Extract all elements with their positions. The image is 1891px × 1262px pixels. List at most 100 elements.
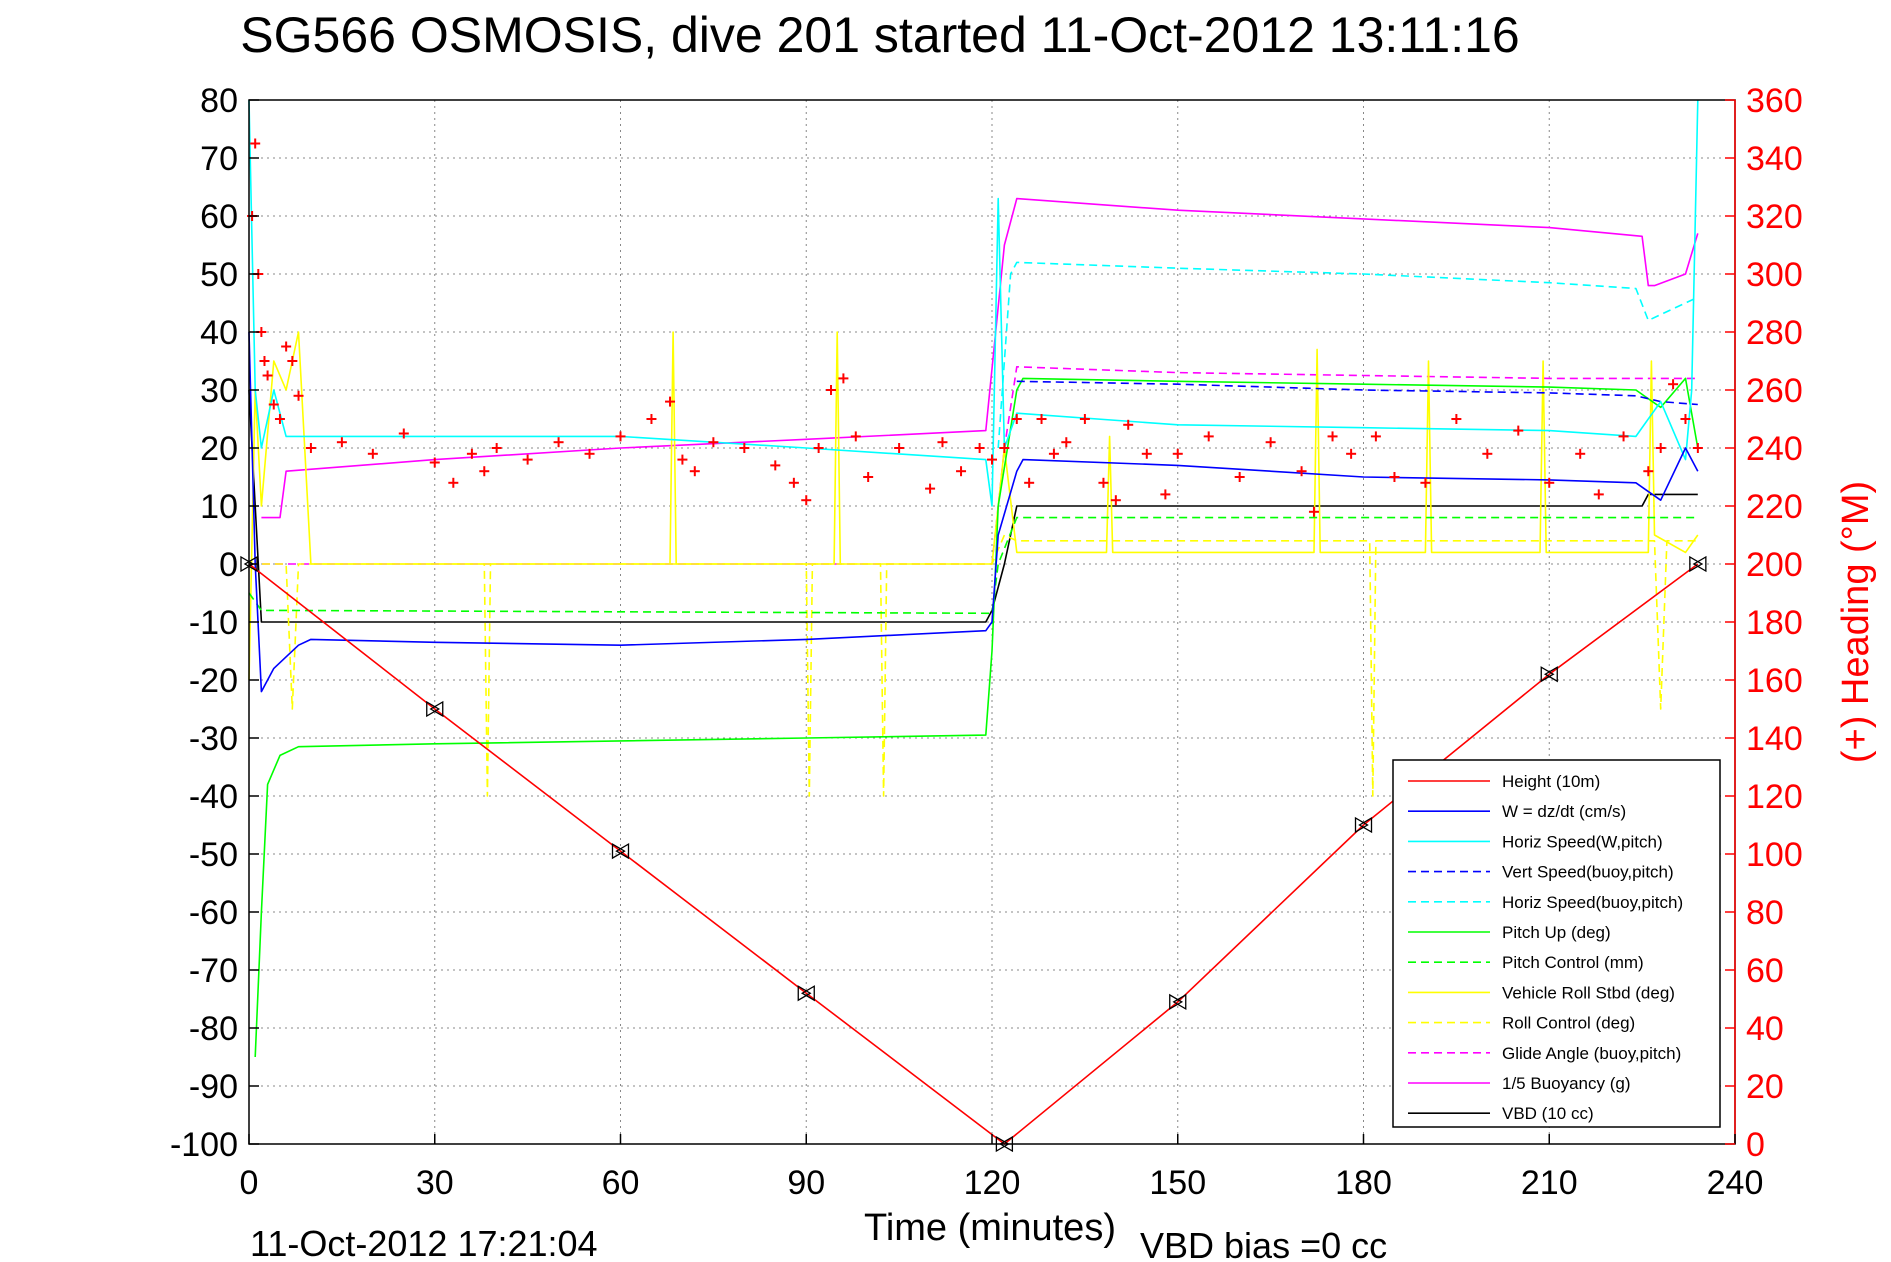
x-tick-label: 150: [1149, 1164, 1206, 1202]
y-tick-label-right: 20: [1746, 1068, 1784, 1106]
heading-point: [677, 454, 688, 465]
legend-label: Glide Angle (buoy,pitch): [1502, 1044, 1681, 1063]
footer-vbd-bias: VBD bias =0 cc: [1140, 1225, 1387, 1262]
heading-point: [491, 443, 502, 453]
heading-point: [281, 341, 292, 352]
y-axis-right: 3603403203002802602402202001801601401201…: [1725, 82, 1803, 1164]
y-tick-label-right: 240: [1746, 430, 1803, 468]
heading-point: [262, 370, 273, 381]
heading-point: [553, 437, 564, 448]
heading-point: [826, 385, 837, 395]
chart-title: SG566 OSMOSIS, dive 201 started 11-Oct-2…: [240, 7, 1519, 63]
heading-point: [1234, 472, 1245, 482]
heading-point: [448, 477, 459, 488]
x-axis: 0 30 60 90 120 150 180 210 240: [240, 1134, 1764, 1202]
heading-point: [287, 356, 298, 366]
heading-point: [1265, 437, 1276, 448]
heading-point: [770, 460, 781, 471]
heading-point: [1692, 443, 1703, 453]
y-tick-label-left: -100: [170, 1126, 238, 1164]
y-tick-label-left: -30: [189, 720, 238, 758]
heading-point: [336, 437, 347, 448]
series-line-2: [248, 99, 1699, 507]
heading-point: [1370, 431, 1381, 442]
heading-point: [466, 448, 477, 459]
heading-point: [1643, 466, 1654, 477]
heading-point: [1296, 466, 1307, 477]
y-tick-label-right: 220: [1746, 488, 1803, 526]
x-tick-label: 90: [787, 1164, 825, 1202]
legend-label: W = dz/dt (cm/s): [1502, 802, 1626, 821]
heading-point: [937, 437, 948, 448]
legend-label: Pitch Control (mm): [1502, 953, 1644, 972]
y-tick-label-left: -10: [189, 604, 238, 642]
x-tick-label: 240: [1707, 1164, 1764, 1202]
y-tick-label-right: 260: [1746, 372, 1803, 410]
heading-point: [689, 466, 700, 477]
y-tick-label-right: 280: [1746, 314, 1803, 352]
y-tick-label-right: 320: [1746, 198, 1803, 236]
legend-label: Horiz Speed(buoy,pitch): [1502, 893, 1683, 912]
heading-point: [293, 390, 304, 401]
height-markers: [240, 555, 1707, 1153]
legend-label: Roll Control (deg): [1502, 1014, 1635, 1033]
y-tick-label-left: 60: [200, 198, 238, 236]
y-tick-label-left: 80: [200, 82, 238, 120]
heading-point: [838, 373, 849, 384]
heading-point: [1172, 448, 1183, 459]
heading-point: [1575, 448, 1586, 459]
y-tick-label-right: 140: [1746, 720, 1803, 758]
heading-point: [398, 428, 409, 439]
heading-point: [305, 443, 316, 453]
legend-label: VBD (10 cc): [1502, 1104, 1594, 1123]
y-tick-label-left: 20: [200, 430, 238, 468]
series-line-6: [248, 516, 1698, 615]
legend-label: Height (10m): [1502, 772, 1600, 791]
y-tick-label-left: 30: [200, 372, 238, 410]
height-point: [611, 842, 630, 860]
y-axis-left: 80 70 60 50 40 30 20 10 0 -10 -20 -30 -40 -50 -60 -70 -8…: [170, 82, 259, 1164]
y-tick-label-right: 340: [1746, 140, 1803, 178]
y-tick-label-right: 40: [1746, 1010, 1784, 1048]
heading-point: [1011, 414, 1022, 424]
y-tick-label-left: -60: [189, 894, 238, 932]
heading-point: [863, 472, 874, 482]
height-point: [1354, 816, 1373, 834]
y-tick-label-right: 180: [1746, 604, 1803, 642]
height-point: [1169, 993, 1187, 1011]
heading-point: [259, 356, 270, 366]
y-tick-label-left: 0: [219, 546, 238, 584]
heading-point: [584, 448, 595, 459]
heading-point: [1680, 414, 1691, 424]
y-tick-label-right: 160: [1746, 662, 1803, 700]
series-line-8: [249, 534, 1698, 797]
x-axis-label: Time (minutes): [864, 1207, 1116, 1249]
legend-box: [1392, 759, 1721, 1128]
heading-markers: [247, 138, 1703, 517]
heading-point: [1420, 477, 1431, 488]
heading-point: [1544, 477, 1555, 488]
heading-point: [708, 437, 719, 448]
heading-point: [615, 431, 626, 442]
heading-point: [974, 443, 985, 453]
x-tick-label: 180: [1335, 1164, 1392, 1202]
y-tick-label-left: 40: [200, 314, 238, 352]
y-tick-label-left: -20: [189, 662, 238, 700]
heading-point: [1513, 425, 1524, 436]
heading-point: [479, 466, 490, 477]
x-tick-label: 120: [964, 1164, 1021, 1202]
heading-point: [1451, 414, 1462, 424]
heading-point: [1593, 489, 1604, 500]
y-tick-label-left: 70: [200, 140, 238, 178]
y-tick-label-right: 360: [1746, 82, 1803, 120]
heading-point: [274, 414, 285, 424]
heading-point: [646, 414, 657, 424]
footer-timestamp: 11-Oct-2012 17:21:04: [250, 1223, 598, 1262]
y-tick-label-left: 50: [200, 256, 238, 294]
legend-label: Vehicle Roll Stbd (deg): [1502, 983, 1675, 1002]
x-tick-label: 30: [416, 1164, 454, 1202]
heading-point: [1036, 414, 1047, 424]
heading-point: [1024, 477, 1035, 488]
heading-point: [1203, 431, 1214, 442]
